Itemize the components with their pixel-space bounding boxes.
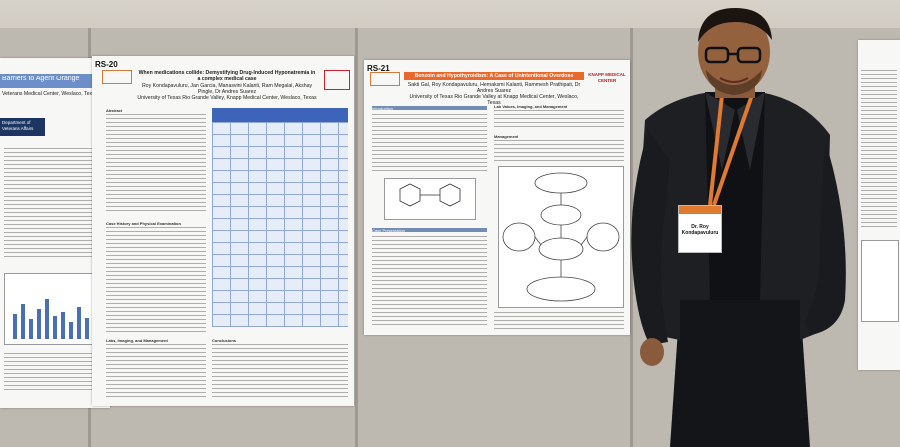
name-badge: Dr. Roy Kondapavuluru (678, 205, 722, 253)
left-poster-text (4, 148, 104, 258)
left-poster: Barriers to Agent Orange Veterans Medica… (0, 58, 110, 408)
rs20-section-heading: Labs, Imaging, and Management (106, 338, 168, 343)
left-poster-chart (4, 273, 106, 345)
poster-rs20-title: When medications collide: Demystifying D… (138, 70, 316, 82)
utrgv-logo (102, 70, 132, 84)
left-poster-title-band (0, 74, 110, 88)
utrgv-logo (370, 72, 400, 86)
rs20-labs-text (106, 344, 206, 399)
badge-header-band (679, 206, 721, 214)
molecule-graphic (399, 183, 461, 207)
rs21-molecule-figure (384, 178, 476, 220)
right-poster-text (861, 70, 897, 230)
knapp-logo (324, 70, 350, 90)
rs20-section-heading: Case History and Physical Examination (106, 221, 181, 226)
rs21-section-heading: Introduction (372, 106, 393, 111)
rs20-case-text (106, 227, 206, 332)
rs21-management-text (494, 140, 624, 162)
poster-rs21-authors: Sakti Gal, Roy Kondapavuluru, Hemaksmi K… (407, 82, 581, 94)
poster-rs21: RS-21 Benzoin and Hypothyroidism: A Case… (364, 60, 630, 335)
rs20-section-heading: Conclusions (212, 338, 237, 343)
rs20-conclusions-text (212, 344, 348, 399)
right-poster-figure (861, 240, 899, 322)
board-seam (355, 28, 358, 447)
poster-rs21-title-band (404, 72, 584, 80)
rs21-lab-text (494, 110, 624, 130)
left-poster-footer-text (4, 353, 104, 393)
badge-name: Dr. Roy Kondapavuluru (681, 224, 719, 236)
rs20-lab-table (212, 122, 348, 327)
presenter (631, 8, 846, 447)
right-poster (858, 40, 900, 370)
poster-rs20-institution: University of Texas Rio Grande Valley, K… (137, 95, 317, 101)
rs21-intro-text (372, 114, 487, 174)
poster-rs20-label: RS-20 (95, 60, 118, 69)
poster-rs21-label: RS-21 (367, 64, 390, 73)
pathway-diagram (502, 172, 620, 302)
left-poster-chart-graphic (13, 299, 89, 339)
va-logo-text: Department of Veterans Affairs (2, 120, 34, 131)
rs21-caption-text (494, 312, 624, 330)
rs20-section-heading: Abstract (106, 108, 123, 113)
rs21-section-bar (372, 228, 487, 232)
rs21-section-bar (372, 106, 487, 110)
rs21-section-heading: Case Presentation (372, 228, 405, 233)
rs20-table-header (212, 108, 348, 122)
poster-rs21-institution: University of Texas Rio Grande Valley at… (409, 94, 579, 106)
poster-rs20: RS-20 When medications collide: Demystif… (92, 56, 354, 406)
left-poster-title: Barriers to Agent Orange (2, 76, 80, 82)
rs21-diagram (498, 166, 624, 308)
rs21-section-heading: Management (494, 134, 519, 139)
va-logo (0, 118, 45, 136)
poster-rs20-authors: Roy Kondapavuluru, Jan Garcia, Manasvini… (141, 83, 313, 95)
rs21-case-text (372, 236, 487, 326)
rs20-abstract-text (106, 114, 206, 214)
knapp-logo-text: KNAPP MEDICAL CENTER (588, 72, 626, 83)
left-poster-subtitle: Veterans Medical Center, Weslaco, Texas (2, 91, 98, 97)
rs21-section-heading: Lab Values, Imaging, and Management (494, 104, 568, 109)
poster-rs21-title: Benzoin and Hypothyroidism: A Case of Un… (414, 73, 574, 79)
